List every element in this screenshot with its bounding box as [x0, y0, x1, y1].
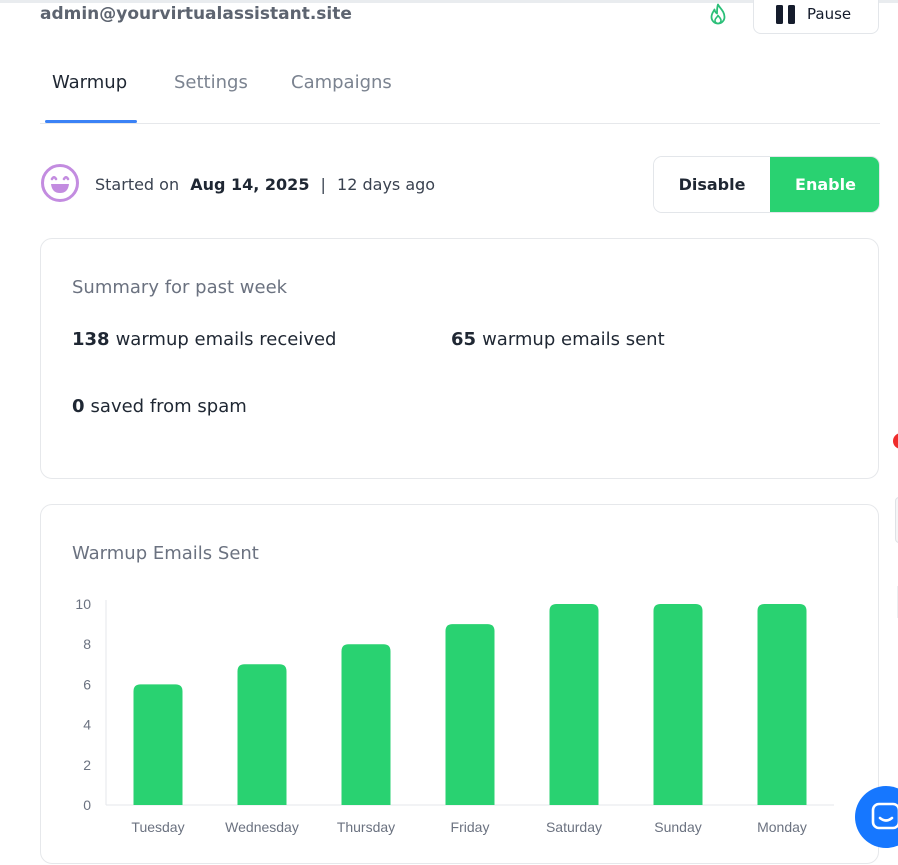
notification-dot[interactable] — [893, 433, 898, 449]
stat-sent: 65 warmup emails sent — [451, 329, 665, 350]
side-panel-handle[interactable] — [895, 497, 898, 543]
started-info: Started on Aug 14, 2025 | 12 days ago — [95, 175, 435, 194]
y-tick-label: 0 — [83, 797, 91, 813]
active-tab-indicator — [45, 120, 137, 123]
disable-button[interactable]: Disable — [654, 157, 770, 212]
summary-card: Summary for past week 138 warmup emails r… — [40, 238, 879, 479]
received-label: warmup emails received — [115, 329, 337, 350]
y-tick-label: 6 — [83, 676, 91, 692]
x-tick-label: Monday — [757, 819, 807, 835]
x-tick-label: Tuesday — [131, 819, 184, 835]
account-header: admin@yourvirtualassistant.site Pause — [40, 0, 880, 40]
stat-spam: 0 saved from spam — [72, 396, 247, 417]
chart-bar — [133, 684, 183, 805]
x-tick-label: Wednesday — [225, 819, 299, 835]
separator: | — [320, 175, 326, 194]
stat-received: 138 warmup emails received — [72, 329, 336, 350]
y-tick-label: 4 — [83, 717, 91, 733]
y-tick-label: 8 — [83, 636, 91, 652]
y-tick-label: 10 — [75, 596, 91, 612]
tab-settings[interactable]: Settings — [174, 72, 248, 93]
pause-label: Pause — [807, 5, 852, 23]
pause-button[interactable]: Pause — [753, 0, 879, 34]
top-border — [0, 0, 898, 3]
tab-campaigns[interactable]: Campaigns — [291, 72, 392, 93]
warmup-status-row: Started on Aug 14, 2025 | 12 days ago Di… — [40, 156, 880, 214]
chart-bar — [653, 604, 703, 805]
chart-bar — [237, 664, 287, 805]
started-prefix: Started on — [95, 175, 180, 194]
tab-warmup[interactable]: Warmup — [52, 72, 128, 93]
x-tick-label: Saturday — [546, 819, 602, 835]
summary-title: Summary for past week — [72, 277, 288, 298]
spam-count: 0 — [72, 396, 85, 417]
chart-bar — [341, 644, 391, 805]
fire-icon[interactable] — [707, 3, 729, 27]
pause-icon — [776, 5, 795, 24]
account-email: admin@yourvirtualassistant.site — [40, 4, 352, 24]
chart-bar — [445, 624, 495, 805]
smiley-icon — [41, 164, 79, 202]
x-tick-label: Friday — [451, 819, 490, 835]
received-count: 138 — [72, 329, 110, 350]
spam-label: saved from spam — [90, 396, 247, 417]
y-tick-label: 2 — [83, 757, 91, 773]
chart-bar — [757, 604, 807, 805]
chart-bar — [549, 604, 599, 805]
start-date: Aug 14, 2025 — [190, 175, 310, 194]
warmup-toggle: Disable Enable — [653, 156, 880, 213]
chart-title: Warmup Emails Sent — [72, 543, 259, 564]
sent-count: 65 — [451, 329, 477, 350]
x-tick-label: Thursday — [337, 819, 395, 835]
enable-button[interactable]: Enable — [770, 157, 879, 212]
tab-bar: Warmup Settings Campaigns — [40, 62, 880, 124]
sent-label: warmup emails sent — [482, 329, 665, 350]
days-ago: 12 days ago — [337, 175, 436, 194]
chart-card: Warmup Emails Sent 0 2 4 6 8 10 Tuesday Wednesd… — [40, 504, 879, 864]
x-tick-label: Sunday — [654, 819, 701, 835]
bar-chart: 0 2 4 6 8 10 Tuesday Wednesday Thursday Friday Sat… — [75, 596, 834, 835]
chat-launcher-button[interactable] — [855, 786, 898, 848]
chat-icon — [871, 802, 898, 830]
